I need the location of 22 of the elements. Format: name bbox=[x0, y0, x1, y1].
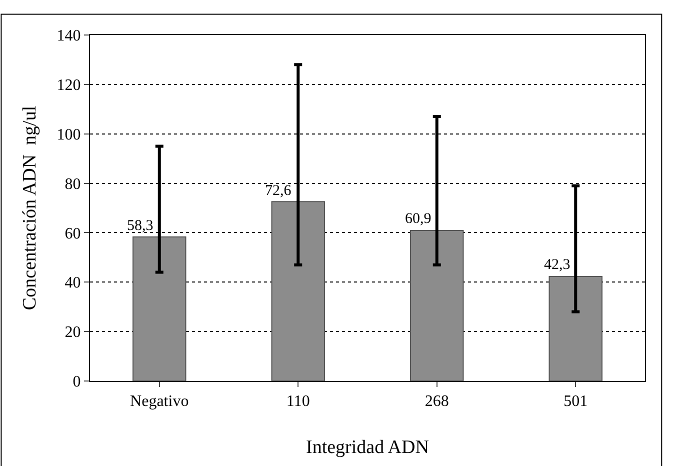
y-tick-label: 0 bbox=[72, 374, 81, 391]
y-tick-label: 120 bbox=[56, 77, 81, 94]
data-label: 42,3 bbox=[544, 257, 570, 273]
y-tick-label: 60 bbox=[64, 225, 81, 242]
x-tick-label: 268 bbox=[424, 393, 449, 410]
bar bbox=[410, 230, 464, 381]
y-tick-label: 80 bbox=[64, 176, 81, 193]
y-tick-label: 140 bbox=[56, 28, 81, 45]
data-label: 72,6 bbox=[265, 183, 292, 199]
bar bbox=[271, 201, 325, 381]
y-tick-label: 100 bbox=[56, 126, 81, 144]
data-label: 60,9 bbox=[405, 211, 432, 227]
y-tick-label: 40 bbox=[64, 274, 81, 292]
bar bbox=[548, 276, 602, 381]
x-axis-title: Integridad ADN bbox=[306, 437, 430, 458]
bar bbox=[132, 236, 186, 381]
data-label: 58,3 bbox=[127, 218, 154, 234]
x-tick-label: 501 bbox=[564, 393, 588, 410]
x-tick-label: Negativo bbox=[130, 393, 189, 410]
x-tick-label: 110 bbox=[286, 393, 310, 410]
y-axis-title: Concentración ADN ng/ul bbox=[20, 106, 41, 310]
y-tick-label: 20 bbox=[64, 324, 81, 342]
